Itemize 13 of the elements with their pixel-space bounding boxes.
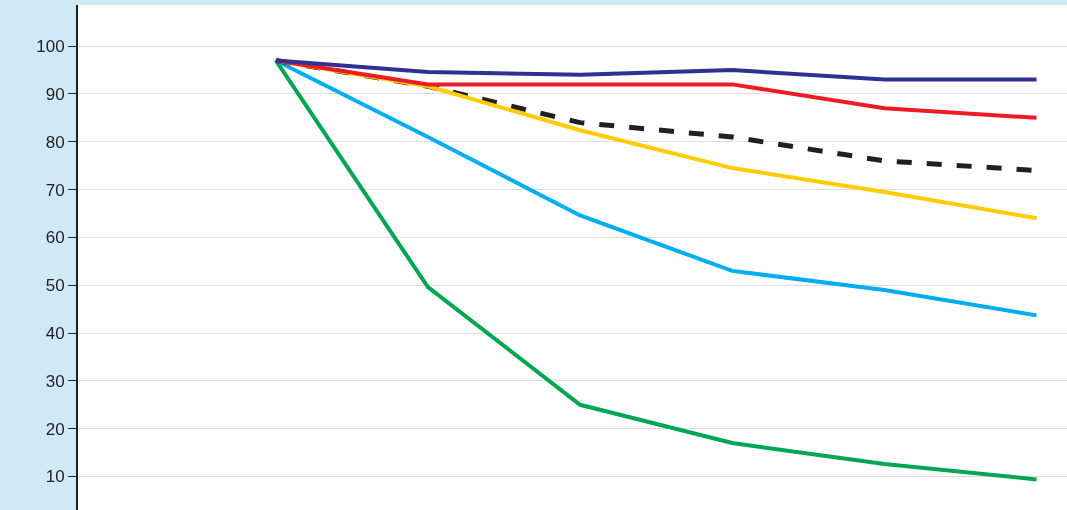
line-series	[273, 58, 1039, 82]
y-tick-label: 10	[45, 467, 65, 487]
y-tick-label: 40	[45, 324, 65, 344]
y-tick-label: 100	[36, 37, 65, 57]
line-series	[273, 58, 1039, 482]
y-tick-label: 50	[45, 276, 65, 296]
y-tick-label: 20	[45, 419, 65, 439]
y-tick-label: 60	[45, 228, 65, 248]
y-tick-label: 30	[45, 371, 65, 391]
line-series	[273, 58, 1039, 318]
y-tick-label: 80	[45, 132, 65, 152]
y-tick-label: 90	[45, 84, 65, 104]
y-tick-label: 70	[45, 180, 65, 200]
